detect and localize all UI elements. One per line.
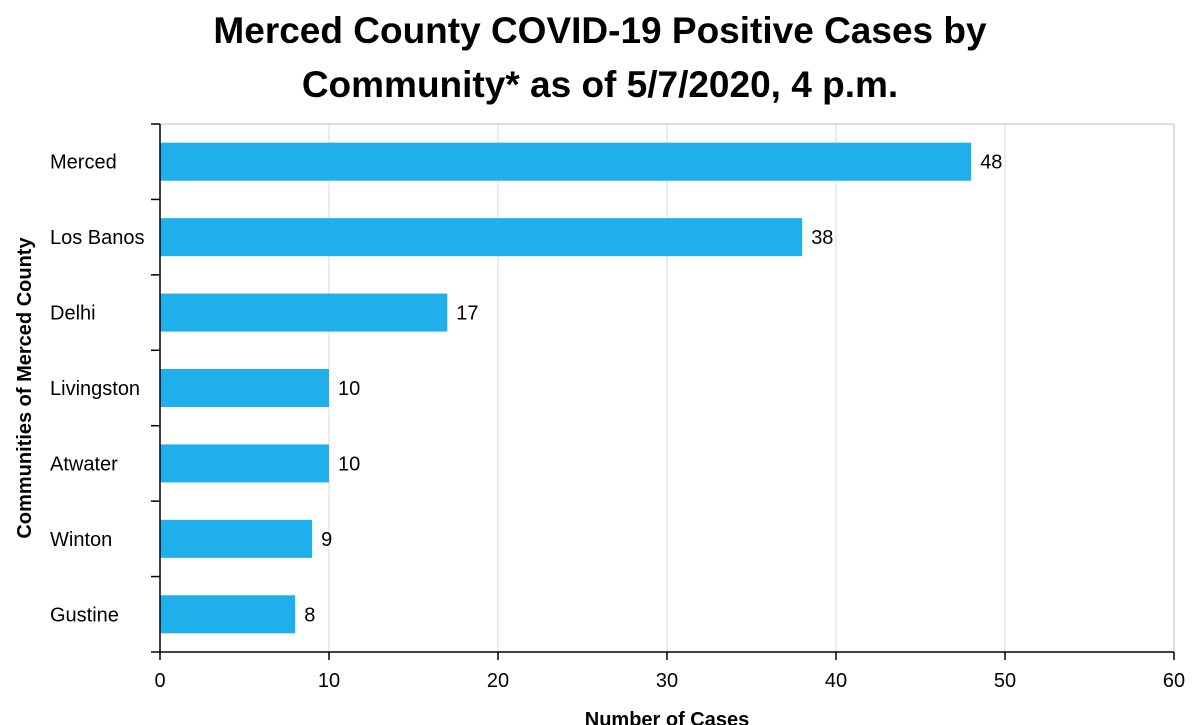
data-label-winton: 9 xyxy=(321,529,332,551)
x-tick-label-50: 50 xyxy=(994,670,1016,692)
y-axis-title: Communities of Merced County xyxy=(14,237,36,539)
bar-winton xyxy=(160,519,313,558)
x-axis-title: Number of Cases xyxy=(585,709,750,725)
x-tick-label-40: 40 xyxy=(825,670,847,692)
chart-title: Merced County COVID-19 Positive Cases by… xyxy=(0,4,1200,112)
x-tick-label-10: 10 xyxy=(318,670,340,692)
category-label-delhi: Delhi xyxy=(50,303,96,325)
chart-title-line-1: Merced County COVID-19 Positive Cases by xyxy=(213,10,987,51)
bar-gustine xyxy=(160,595,296,634)
bar-atwater xyxy=(160,444,329,483)
chart-title-line-2: Community* as of 5/7/2020, 4 p.m. xyxy=(301,64,899,105)
x-tick-label-60: 60 xyxy=(1163,670,1185,692)
gridlines xyxy=(328,124,1175,652)
category-label-livingston: Livingston xyxy=(50,378,140,400)
bars xyxy=(160,142,972,634)
category-label-winton: Winton xyxy=(50,529,112,551)
data-label-delhi: 17 xyxy=(456,303,478,325)
data-label-atwater: 10 xyxy=(338,453,360,475)
category-label-gustine: Gustine xyxy=(50,604,119,626)
bar-los-banos xyxy=(160,218,803,257)
data-label-livingston: 10 xyxy=(338,378,360,400)
x-tick-label-30: 30 xyxy=(656,670,678,692)
bar-delhi xyxy=(160,293,448,332)
data-label-gustine: 8 xyxy=(304,604,315,626)
x-tick-label-20: 20 xyxy=(487,670,509,692)
data-label-los-banos: 38 xyxy=(811,227,833,249)
x-tick-label-0: 0 xyxy=(154,670,165,692)
category-label-merced: Merced xyxy=(50,152,117,174)
labels: Merced 48 Los Banos 38 Delhi 17 Livingston 10 At… xyxy=(50,152,1185,692)
category-label-los-banos: Los Banos xyxy=(50,227,145,249)
category-label-atwater: Atwater xyxy=(50,453,118,475)
axes xyxy=(151,123,1175,660)
bar-livingston xyxy=(160,369,329,407)
data-label-merced: 48 xyxy=(980,152,1002,174)
bar-merced xyxy=(160,142,972,181)
